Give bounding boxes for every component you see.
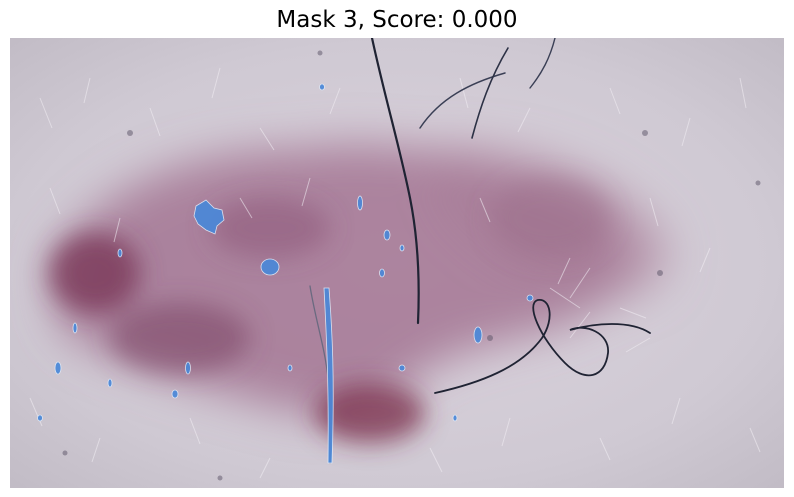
segmentation-mask bbox=[37, 83, 534, 464]
dermoscopy-image bbox=[10, 38, 784, 488]
skin-texture bbox=[29, 67, 761, 479]
lesion-core bbox=[50, 178, 610, 443]
figure-title: Mask 3, Score: 0.000 bbox=[276, 7, 518, 33]
skin-pores bbox=[62, 50, 761, 481]
